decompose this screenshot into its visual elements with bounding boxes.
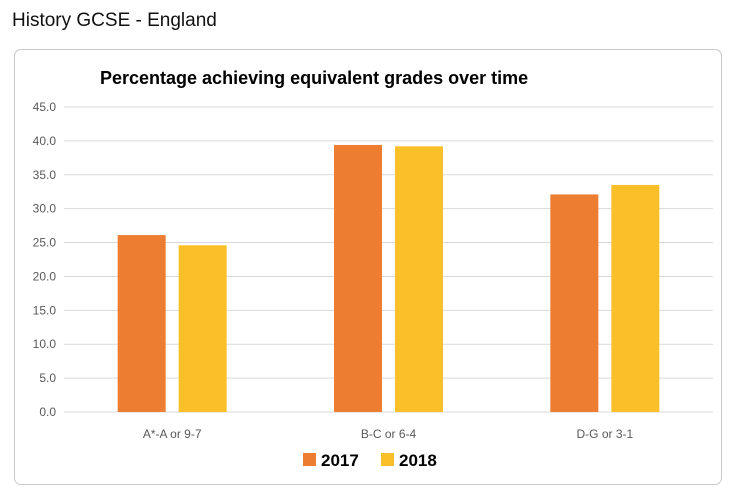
bar-2018-0	[178, 245, 227, 412]
category-label: A*-A or 9-7	[143, 427, 202, 441]
y-tick-label: 30.0	[33, 202, 57, 216]
bar-2017-1	[334, 144, 382, 412]
y-tick-label: 40.0	[33, 134, 57, 148]
chart-title: Percentage achieving equivalent grades o…	[100, 68, 529, 88]
y-tick-label: 5.0	[39, 371, 56, 385]
category-label: D-G or 3-1	[576, 427, 633, 441]
legend-swatch-2017	[303, 453, 316, 466]
y-tick-label: 35.0	[33, 168, 57, 182]
legend: 2017 2018	[303, 451, 437, 470]
category-label: B-C or 6-4	[361, 427, 417, 441]
y-axis-ticks: 0.0 5.0 10.0 15.0 20.0 25.0 30.0 35.0 40.0 45.0	[33, 100, 57, 419]
gridlines	[64, 106, 713, 413]
bar-2017-2	[550, 194, 599, 412]
x-axis-categories: A*-A or 9-7 B-C or 6-4 D-G or 3-1	[143, 427, 634, 441]
bar-2018-1	[395, 146, 443, 413]
legend-label-2018: 2018	[399, 451, 437, 470]
y-tick-label: 10.0	[33, 337, 57, 351]
bar-2018-2	[611, 184, 660, 412]
page-title: History GCSE - England	[12, 10, 217, 31]
legend-swatch-2018	[381, 453, 394, 466]
bar-2017-0	[117, 235, 166, 412]
y-tick-label: 20.0	[33, 269, 57, 283]
y-tick-label: 25.0	[33, 236, 57, 250]
legend-label-2017: 2017	[321, 451, 359, 470]
y-tick-label: 15.0	[33, 303, 57, 317]
bars	[117, 144, 660, 413]
y-tick-label: 0.0	[39, 405, 56, 419]
y-tick-label: 45.0	[33, 100, 57, 114]
